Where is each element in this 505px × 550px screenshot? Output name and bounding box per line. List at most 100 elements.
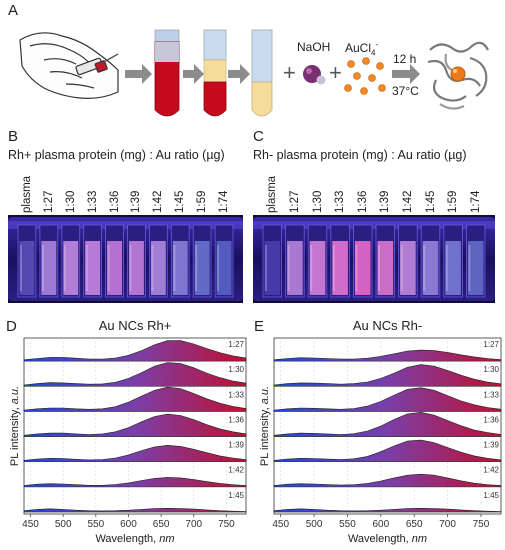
cuvette-3	[83, 224, 102, 298]
cuvette-liquid	[85, 241, 101, 295]
series-label: 1:27	[483, 340, 499, 349]
tube-label: 1:42	[401, 190, 414, 213]
tube-plasma	[251, 29, 273, 117]
cuvette-liquid	[467, 241, 484, 295]
x-tick-label: 600	[372, 519, 389, 530]
cuvette-5	[127, 224, 146, 298]
cuvette-liquid	[377, 241, 394, 295]
series-label: 1:45	[483, 491, 499, 500]
panel-d-letter: D	[6, 318, 17, 335]
y-axis-label: PL intensity, a.u.	[9, 386, 21, 466]
cuvette-4	[105, 224, 124, 298]
tube-label: 1:33	[86, 190, 99, 213]
series-label: 1:33	[228, 390, 244, 399]
x-tick-label: 750	[218, 519, 235, 530]
tube-label: 1:27	[288, 190, 301, 213]
panel-b-letter: B	[8, 128, 19, 145]
x-tick-label: 500	[55, 519, 72, 530]
x-tick-label: 600	[120, 519, 137, 530]
spectrum-area	[273, 439, 502, 463]
x-tick-label: 700	[439, 519, 456, 530]
cuvette-2	[307, 224, 328, 298]
spectrum-area	[23, 413, 247, 437]
cuvette-9	[214, 224, 234, 298]
cuvette-liquid	[194, 241, 210, 295]
aucl4-particles	[344, 57, 386, 95]
series-label: 1:30	[228, 365, 244, 374]
series-label: 1:42	[483, 466, 499, 475]
panel-c-tube-labels: plasma 1:27 1:30 1:33 1:36 1:39 1:42 1:45 1:59 1:…	[253, 165, 495, 215]
cuvette-2	[61, 224, 81, 298]
panel-e-chart: Au NCs Rh- 1:27 1:30 1:33 1:36 1:39 1:42 1:45 45…	[259, 318, 502, 545]
spectrum-area	[23, 362, 247, 387]
series-label: 1:39	[483, 441, 499, 450]
x-tick-label: 500	[306, 519, 323, 530]
tube-label: 1:36	[356, 190, 369, 213]
x-tick-label: 650	[153, 519, 170, 530]
tube-label: 1:74	[218, 190, 231, 213]
series-label: 1:33	[483, 390, 499, 399]
holder-rim	[253, 221, 495, 229]
cuvette-liquid	[19, 241, 35, 295]
holder-rim	[8, 221, 243, 229]
cuvette-liquid	[264, 241, 281, 295]
chart-title: Au NCs Rh-	[353, 318, 422, 333]
spectrum-area	[273, 507, 502, 513]
tube-label: 1:42	[152, 190, 165, 213]
tube-label: 1:59	[447, 190, 460, 213]
x-tick-label: 650	[406, 519, 423, 530]
cuvette-7	[420, 224, 441, 298]
series-label: 1:39	[228, 441, 244, 450]
tube-label: 1:45	[174, 190, 187, 213]
tube-label: 1:30	[64, 190, 77, 213]
cuvette-6	[148, 224, 168, 298]
panel-a-schematic	[19, 29, 489, 117]
cuvette-liquid	[63, 241, 79, 295]
series-label: 1:27	[228, 340, 244, 349]
cuvette-liquid	[354, 241, 371, 295]
tube-label: 1:30	[311, 190, 324, 213]
spectrum-area	[273, 387, 502, 412]
panel-c-caption: Rh- plasma protein (mg) : Au ratio (µg)	[253, 148, 467, 162]
tube-label: 1:45	[424, 190, 437, 213]
tube-label: 1:33	[334, 190, 347, 213]
cuvette-liquid	[400, 241, 416, 295]
cuvette-4	[353, 224, 373, 298]
spectrum-area	[23, 507, 247, 513]
x-tick-label: 450	[22, 519, 39, 530]
cuvette-9	[465, 224, 486, 298]
aucl4-label: AuCl4-	[345, 40, 378, 57]
cuvette-0	[17, 224, 37, 298]
x-tick-label: 450	[272, 519, 289, 530]
tube-label: plasma	[20, 175, 33, 213]
tube-label: 1:59	[196, 190, 209, 213]
spectrum-area	[23, 477, 247, 488]
reaction-temperature: 37°C	[392, 84, 419, 98]
cuvette-liquid	[309, 241, 326, 295]
cuvette-8	[443, 224, 463, 298]
cuvette-1	[39, 224, 59, 298]
spectrum-area	[273, 411, 502, 437]
panel-a-letter: A	[8, 2, 19, 19]
tube-label: 1:27	[42, 190, 55, 213]
naoh-molecule	[303, 65, 326, 85]
cuvette-liquid	[129, 241, 144, 295]
panel-b-cuvette-photo	[8, 215, 243, 303]
cuvette-liquid	[107, 241, 122, 295]
tube-label: 1:74	[469, 190, 482, 213]
cuvette-liquid	[445, 241, 461, 295]
spectrum-area	[23, 386, 247, 412]
aucl4-subscript: 4	[371, 48, 376, 58]
protein-au-nanocluster	[427, 41, 489, 110]
cuvette-liquid	[150, 241, 166, 295]
cuvette-6	[398, 224, 418, 298]
panel-b-tube-labels: plasma 1:27 1:30 1:33 1:36 1:39 1:42 1:45 1:59 1:…	[8, 165, 243, 215]
panel-d-chart: Au NCs Rh+ 1:27 1:30 1:33 1:36 1:39 1:42 1:45 45…	[9, 318, 247, 545]
aucl4-base: AuCl	[345, 41, 372, 55]
series-label: 1:42	[228, 466, 244, 475]
plus-sign-1: +	[283, 60, 296, 85]
panel-e-letter: E	[254, 318, 265, 335]
aucl4-superscript: -	[375, 40, 379, 49]
tube-centrifuged	[203, 29, 227, 117]
spectrum-area	[273, 364, 502, 387]
